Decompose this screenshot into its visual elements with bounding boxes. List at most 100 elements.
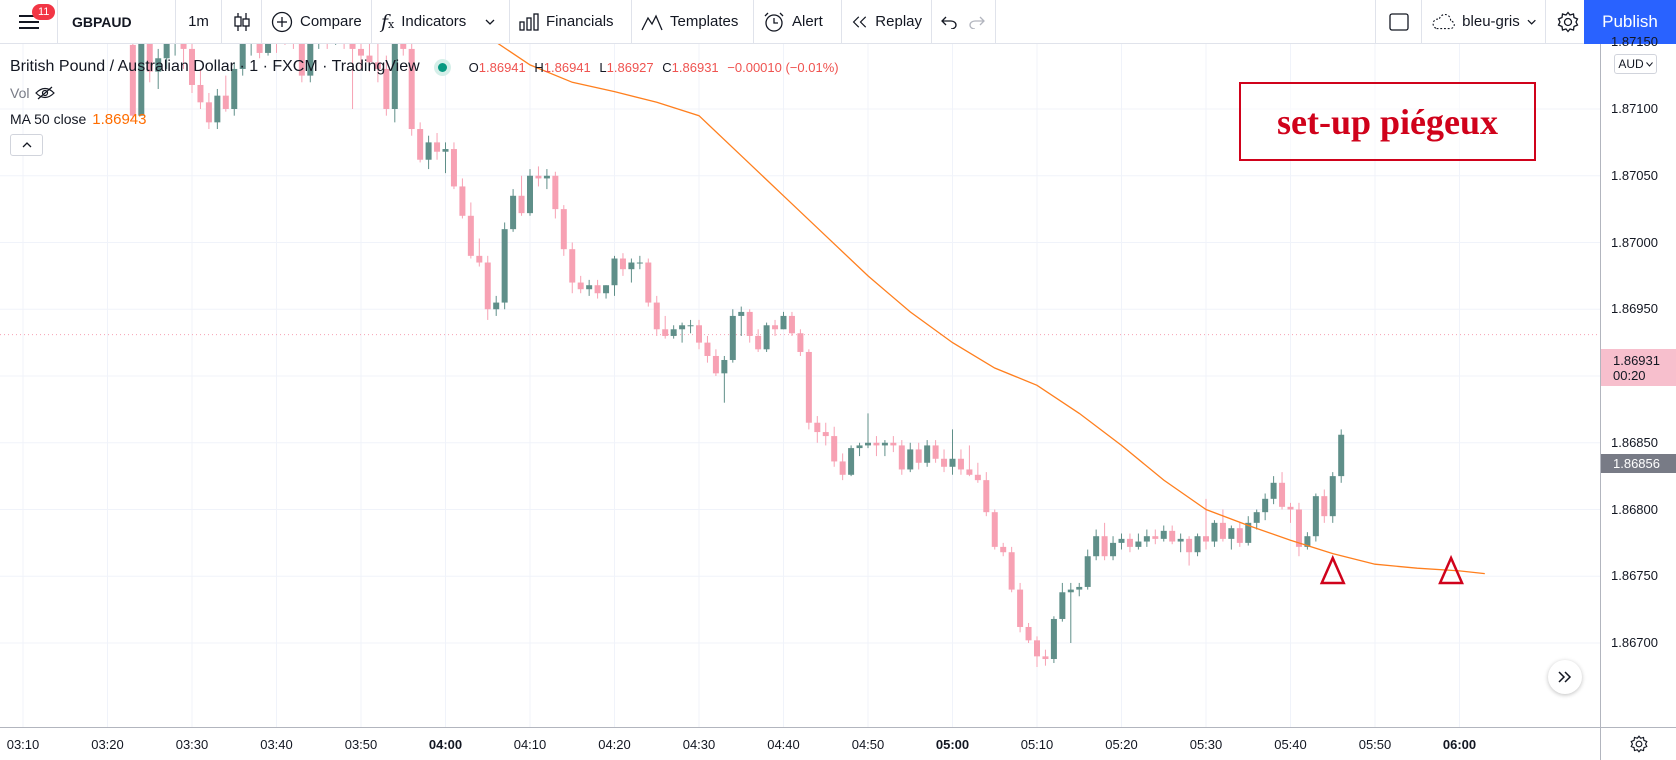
candle-body <box>1338 434 1345 477</box>
templates-icon <box>641 13 663 30</box>
chart-type-button[interactable] <box>222 0 262 44</box>
square-icon <box>1388 12 1409 31</box>
candle-body <box>645 262 652 303</box>
close-key: C <box>662 59 672 75</box>
main-menu-button[interactable]: 11 <box>0 0 58 44</box>
candle-body <box>687 325 694 327</box>
currency-selector[interactable]: AUD <box>1614 54 1657 74</box>
indicators-button[interactable]: fx Indicators <box>372 0 510 44</box>
undo-icon[interactable] <box>941 15 957 29</box>
candle-body <box>839 461 846 475</box>
candle-body <box>1177 538 1184 542</box>
templates-label: Templates <box>670 13 739 30</box>
time-axis[interactable]: 03:10 03:20 03:30 03:40 03:50 04:00 04:10 04:20… <box>0 727 1600 760</box>
volume-label: Vol <box>10 85 30 101</box>
symbol-search-button[interactable]: GBPAUD <box>58 0 176 44</box>
candle-body <box>1169 530 1176 542</box>
candle-body <box>138 44 145 116</box>
alert-label: Alert <box>792 13 823 30</box>
publish-button[interactable]: Publish <box>1584 0 1676 44</box>
undo-redo-group <box>932 0 996 44</box>
compare-button[interactable]: Compare <box>262 0 372 44</box>
candle-body <box>383 68 390 109</box>
candle-body <box>957 458 964 470</box>
candle-body <box>1076 586 1083 590</box>
candle-body <box>1101 536 1108 557</box>
gear-icon <box>1557 10 1578 33</box>
candle-body <box>603 285 610 294</box>
replay-label: Replay <box>875 13 922 30</box>
candle-body <box>848 448 855 475</box>
candle-body <box>1042 656 1049 660</box>
time-axis-label: 05:00 <box>935 737 970 752</box>
price-axis[interactable]: 1.87150 1.87100 1.87050 1.87000 1.86950 1.869… <box>1600 34 1676 727</box>
chevron-down-icon <box>1645 61 1653 67</box>
time-axis-label: 04:20 <box>598 737 631 752</box>
chart-pane[interactable] <box>0 44 1600 727</box>
candle-body <box>400 44 407 49</box>
eye-hidden-icon[interactable] <box>35 86 56 100</box>
layout-selector[interactable]: bleu-gris <box>1422 0 1546 44</box>
candle-body <box>1219 522 1226 539</box>
candle-body <box>543 175 550 179</box>
candle-body <box>924 445 931 463</box>
chevron-up-icon <box>22 142 31 148</box>
open-value: 1.86941 <box>478 59 526 75</box>
time-axis-label: 05:10 <box>1020 737 1054 752</box>
candle-body <box>670 329 677 336</box>
candle-body <box>129 44 136 116</box>
candle-body <box>493 302 500 310</box>
candle-body <box>788 315 795 334</box>
time-axis-label: 04:40 <box>767 737 800 752</box>
scroll-to-realtime-button[interactable] <box>1548 660 1582 694</box>
cloud-icon <box>1432 13 1455 29</box>
candle-body <box>467 215 474 256</box>
notification-badge: 11 <box>32 3 56 20</box>
financials-button[interactable]: Financials <box>510 0 632 44</box>
candle-body <box>1279 482 1286 507</box>
price-axis-label: 1.87000 <box>1611 234 1658 250</box>
candle-body <box>1194 536 1201 553</box>
candle-body <box>974 474 981 481</box>
collapse-legend-button[interactable] <box>10 134 43 156</box>
price-axis-label: 1.87050 <box>1611 167 1658 183</box>
candle-body <box>1135 541 1142 547</box>
candle-body <box>349 44 356 49</box>
candle-body <box>408 48 415 130</box>
chevron-down-icon <box>1527 19 1536 25</box>
alert-button[interactable]: Alert <box>754 0 842 44</box>
candle-body <box>932 445 939 459</box>
replay-button[interactable]: Replay <box>842 0 932 44</box>
ma-legend-row[interactable]: MA 50 close 1.86943 <box>10 106 839 132</box>
candle-body <box>805 351 812 423</box>
price-axis-label: 1.87150 <box>1611 34 1658 50</box>
candle-body <box>755 335 762 350</box>
annotation-text-box[interactable]: set-up piégeux <box>1239 82 1536 161</box>
redo-icon[interactable] <box>969 15 985 29</box>
time-axis-label: 04:10 <box>513 737 547 752</box>
candle-body <box>1270 482 1277 499</box>
candle-body <box>991 512 998 547</box>
price-chart[interactable] <box>0 44 1600 727</box>
candle-body <box>1008 552 1015 590</box>
candle-body <box>231 68 238 109</box>
financials-label: Financials <box>546 13 614 30</box>
templates-button[interactable]: Templates <box>632 0 754 44</box>
candle-body <box>298 44 305 76</box>
candle-body <box>1059 592 1066 619</box>
volume-legend-row[interactable]: Vol <box>10 80 839 106</box>
axis-settings-button[interactable] <box>1600 727 1676 760</box>
candle-body <box>1160 530 1167 539</box>
interval-button[interactable]: 1m <box>176 0 222 44</box>
time-axis-label: 05:40 <box>1274 737 1307 752</box>
candle-body <box>772 325 779 330</box>
candle-body <box>1143 536 1150 542</box>
candle-body <box>501 229 508 303</box>
fullscreen-layout-button[interactable] <box>1376 0 1422 44</box>
candle-body <box>239 44 246 69</box>
ma-value: 1.86943 <box>92 110 147 128</box>
candle-body <box>1025 626 1032 641</box>
candle-body <box>797 333 804 352</box>
time-axis-label: 03:50 <box>344 737 378 752</box>
candle-body <box>865 442 871 446</box>
